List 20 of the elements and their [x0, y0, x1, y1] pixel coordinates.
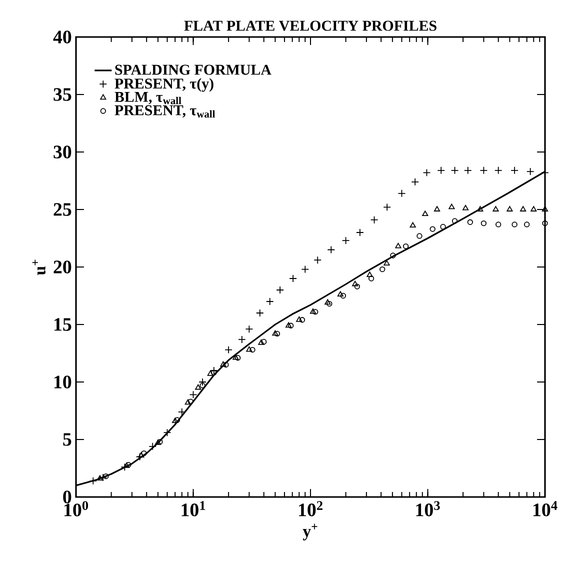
legend-label: PRESENT, τ$_{wall}$ [114, 105, 216, 118]
legend-label: SPALDING FORMULA [115, 64, 272, 75]
y-tick-label: 40 [53, 30, 72, 44]
y-tick-label: 35 [54, 88, 72, 101]
y-tick-label: 5 [63, 433, 72, 446]
y-tick-label: 15 [54, 318, 72, 331]
x-tick-label: 10$^{2}$ [298, 501, 322, 516]
y-tick-label: 0 [63, 490, 72, 504]
chart-title: FLAT PLATE VELOCITY PROFILES [184, 20, 436, 31]
x-tick-label: 10$^{4}$ [533, 501, 558, 516]
y-tick-label: 10 [54, 376, 72, 388]
legend-label: PRESENT, τ(y) [114, 78, 214, 92]
y-tick-label: 25 [54, 203, 72, 216]
x-axis-title: y$^{+}$ [302, 524, 318, 540]
y-tick-label: 30 [54, 146, 72, 158]
y-axis-title: u$^{+}$ [32, 260, 46, 276]
x-tick-label: 10$^{1}$ [182, 501, 206, 516]
y-tick-label: 20 [54, 260, 72, 274]
legend-label: BLM, τ$_{wall}$ [114, 92, 182, 104]
x-tick-label: 10$^{3}$ [416, 501, 440, 516]
